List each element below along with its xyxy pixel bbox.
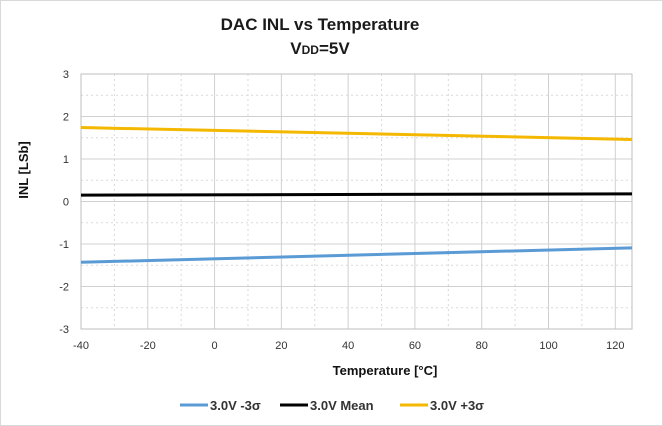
- chart-title: DAC INL vs Temperature: [221, 15, 420, 34]
- x-tick-label: -20: [140, 340, 156, 352]
- y-tick-label: 0: [63, 197, 69, 209]
- x-tick-label: -40: [73, 340, 89, 352]
- series-line-1: [80, 246, 633, 264]
- gridlines: [80, 73, 633, 330]
- x-tick-label: 20: [275, 340, 287, 352]
- series-line-2: [80, 192, 633, 197]
- y-axis-ticks: -3 -2 -1 0 1 2 3: [59, 69, 69, 336]
- plot-border: [80, 73, 633, 330]
- series-line-3: [80, 126, 633, 141]
- x-tick-label: 100: [539, 340, 557, 352]
- y-tick-label: 2: [63, 112, 69, 124]
- y-axis-title: INL [LSb]: [16, 141, 31, 199]
- x-axis-title: Temperature [°C]: [333, 363, 438, 378]
- x-tick-label: 40: [342, 340, 354, 352]
- y-tick-label: -1: [59, 239, 69, 251]
- series-lines: [80, 126, 633, 264]
- y-tick-label: 1: [63, 154, 69, 166]
- y-tick-label: 3: [63, 69, 69, 81]
- x-tick-label: 0: [212, 340, 218, 352]
- chart-subtitle: VDD=5V: [290, 39, 350, 58]
- x-axis-ticks: -40 -20 0 20 40 60 80 100 120: [73, 340, 624, 352]
- y-tick-label: -3: [59, 324, 69, 336]
- x-tick-label: 120: [606, 340, 624, 352]
- legend-label: 3.0V -3σ: [210, 398, 261, 413]
- legend-label: 3.0V +3σ: [430, 398, 484, 413]
- legend: 3.0V -3σ 3.0V Mean 3.0V +3σ: [180, 398, 484, 413]
- x-tick-label: 80: [476, 340, 488, 352]
- x-tick-label: 60: [409, 340, 421, 352]
- y-tick-label: -2: [59, 282, 69, 294]
- legend-label: 3.0V Mean: [310, 398, 374, 413]
